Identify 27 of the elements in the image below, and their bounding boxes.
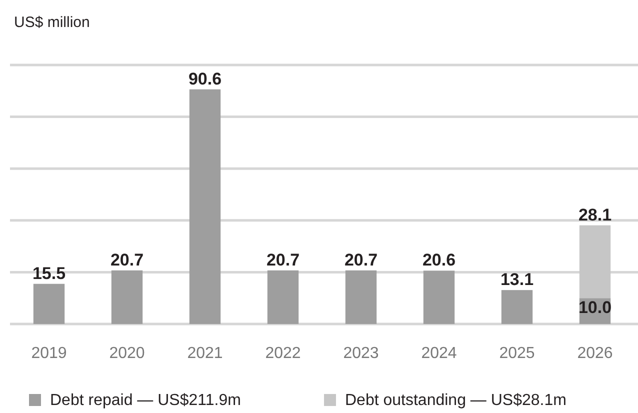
legend-label: Debt outstanding — US$28.1m (345, 392, 566, 409)
data-label: 20.7 (266, 250, 300, 270)
bar (33, 284, 65, 324)
x-tick-label: 2025 (499, 345, 535, 362)
legend-label: Debt repaid — US$211.9m (50, 392, 241, 409)
data-label: 90.6 (188, 69, 222, 88)
y-axis-title: US$ million (14, 14, 90, 31)
x-tick-label: 2019 (31, 345, 67, 362)
x-tick-label: 2026 (577, 345, 613, 362)
x-tick-label: 2024 (421, 345, 457, 362)
bar (189, 89, 221, 324)
data-label: 28.1 (578, 205, 612, 224)
bar (267, 270, 299, 324)
bar (423, 270, 455, 324)
bar (501, 290, 533, 324)
x-tick-label: 2022 (265, 345, 301, 362)
data-label: 20.6 (422, 250, 456, 270)
x-tick-label: 2023 (343, 345, 379, 362)
bar (111, 270, 143, 324)
data-label: 15.5 (32, 264, 66, 283)
data-label: 13.1 (500, 270, 534, 290)
x-tick-label: 2021 (187, 345, 223, 362)
data-label: 20.7 (344, 250, 378, 270)
data-label: 20.7 (110, 250, 144, 270)
bar (345, 270, 377, 324)
bar (579, 225, 611, 298)
x-tick-label: 2020 (109, 345, 145, 362)
